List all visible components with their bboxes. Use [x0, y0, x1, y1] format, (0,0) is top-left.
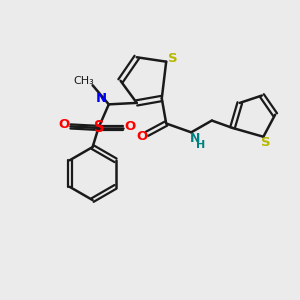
Text: S: S: [94, 119, 104, 134]
Text: N: N: [190, 132, 200, 145]
Text: H: H: [196, 140, 205, 150]
Text: S: S: [168, 52, 178, 65]
Text: S: S: [262, 136, 271, 148]
Text: O: O: [136, 130, 147, 143]
Text: O: O: [58, 118, 70, 131]
Text: O: O: [124, 120, 136, 133]
Text: N: N: [96, 92, 107, 105]
Text: CH₃: CH₃: [74, 76, 94, 86]
